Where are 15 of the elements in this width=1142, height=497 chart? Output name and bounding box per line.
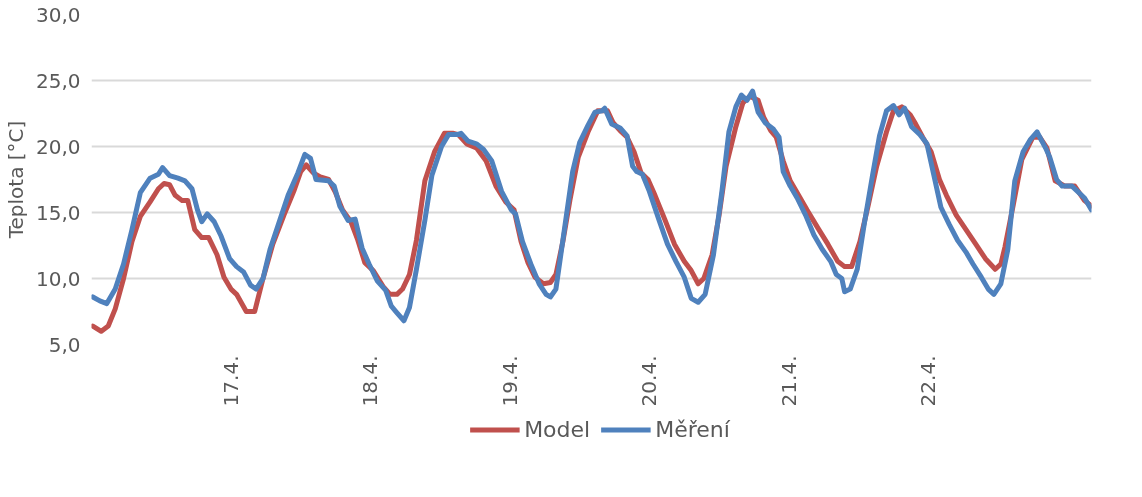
y-tick-label: 30,0 bbox=[35, 2, 81, 27]
y-tick-label: 10,0 bbox=[35, 266, 81, 291]
y-tick-label: 25,0 bbox=[35, 68, 81, 93]
legend-label: Model bbox=[524, 416, 591, 442]
x-tick-label: 18.4. bbox=[358, 355, 383, 407]
x-tick-label: 17.4. bbox=[218, 355, 243, 407]
x-tick-label: 21.4. bbox=[776, 355, 801, 407]
y-tick-label: 5,0 bbox=[48, 332, 81, 357]
y-axis-title: Teplota [°C] bbox=[3, 120, 28, 240]
legend-label: Měření bbox=[655, 416, 730, 442]
x-tick-label: 19.4. bbox=[497, 355, 522, 407]
y-tick-label: 20,0 bbox=[35, 134, 81, 159]
x-tick-label: 22.4. bbox=[916, 355, 941, 407]
y-tick-label: 15,0 bbox=[35, 200, 81, 225]
x-tick-label: 20.4. bbox=[637, 355, 662, 407]
